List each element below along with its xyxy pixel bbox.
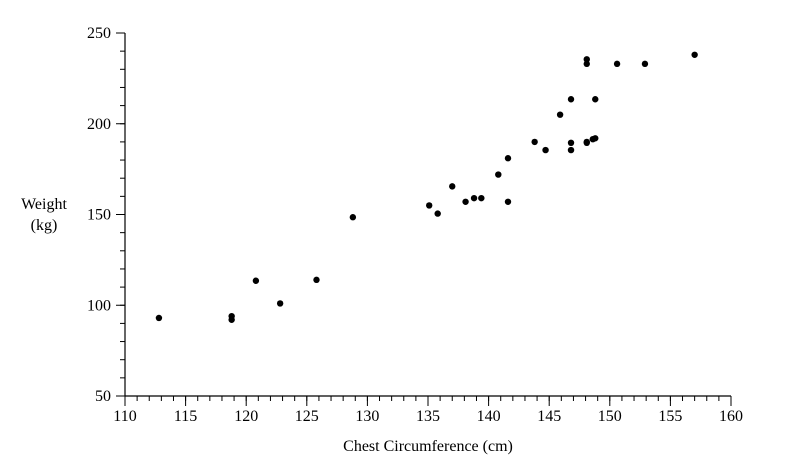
data-point — [583, 139, 590, 147]
data-point — [567, 139, 575, 147]
y-tick-label: 50 — [95, 388, 111, 405]
data-point — [470, 194, 478, 202]
x-tick-label: 150 — [598, 408, 622, 425]
data-point — [155, 314, 163, 322]
x-tick-label: 160 — [719, 408, 743, 425]
x-tick-label: 125 — [295, 408, 319, 425]
y-tick-label: 100 — [87, 297, 111, 314]
data-point — [434, 210, 441, 217]
data-point — [567, 96, 575, 103]
data-point — [349, 214, 357, 221]
x-tick-label: 130 — [355, 408, 379, 425]
data-point — [613, 60, 621, 68]
x-tick-label: 140 — [477, 408, 501, 425]
data-point — [583, 56, 590, 63]
y-axis-title-line-2: (kg) — [31, 217, 58, 234]
data-point — [449, 183, 456, 190]
y-tick-label: 150 — [87, 207, 111, 224]
data-point — [252, 277, 260, 284]
data-point — [462, 198, 469, 205]
data-point — [426, 202, 433, 209]
y-axis-title-line-1: Weight — [21, 196, 67, 213]
data-point — [542, 146, 549, 154]
x-tick-label: 110 — [113, 408, 136, 425]
data-point — [478, 194, 485, 202]
x-tick-label: 135 — [416, 408, 440, 425]
data-point — [641, 60, 649, 68]
data-point — [313, 276, 320, 284]
y-tick-label: 200 — [87, 116, 111, 133]
data-point — [556, 111, 564, 118]
data-points — [155, 51, 698, 323]
x-tick-label: 115 — [174, 408, 197, 425]
axes — [124, 33, 731, 397]
data-point — [691, 51, 698, 58]
data-point — [276, 300, 284, 307]
x-tick-label: 120 — [234, 408, 258, 425]
ticks: 110 115 120 125 130 135 140 145 150 155 160 50 100 15… — [87, 25, 743, 425]
x-tick-label: 155 — [658, 408, 682, 425]
data-point — [531, 138, 538, 146]
data-point — [504, 155, 512, 162]
data-point — [495, 171, 502, 178]
y-tick-label: 250 — [87, 25, 111, 42]
x-tick-label: 145 — [537, 408, 561, 425]
x-axis-title: Chest Circumference (cm) — [343, 438, 513, 455]
data-point — [592, 135, 599, 142]
data-point — [583, 60, 590, 68]
data-point — [592, 96, 599, 103]
data-point — [567, 146, 575, 154]
data-point — [504, 198, 512, 205]
data-point — [228, 316, 235, 323]
